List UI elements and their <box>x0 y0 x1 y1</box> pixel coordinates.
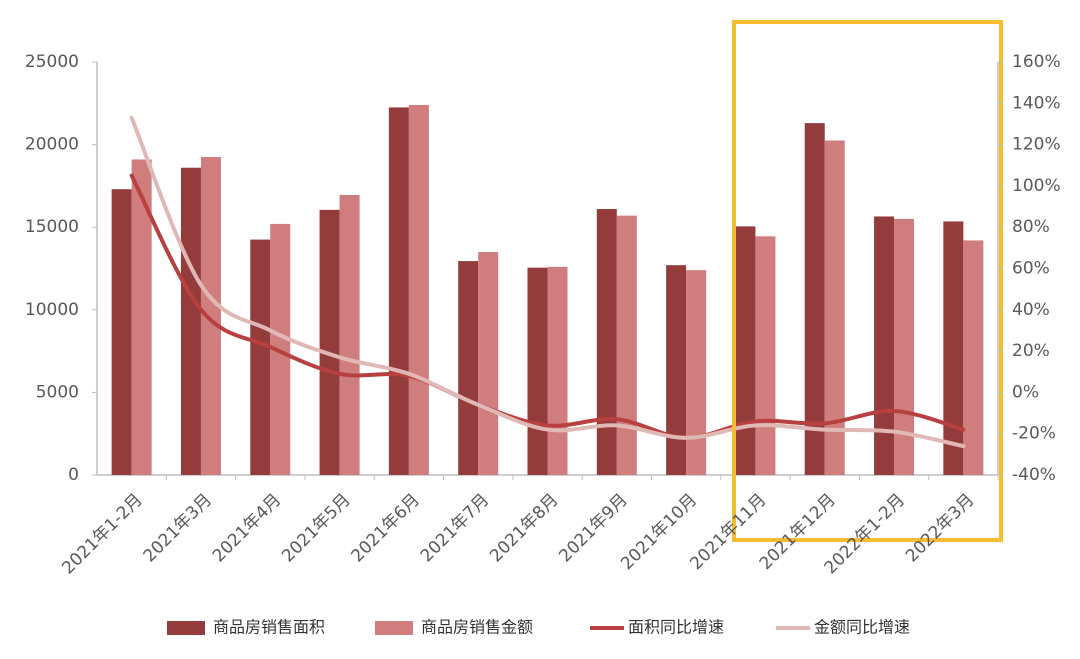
bar <box>963 240 984 475</box>
bar <box>339 194 360 475</box>
y-tick-label: 10000 <box>25 300 79 320</box>
x-tick-label: 2021年7月 <box>417 490 493 566</box>
x-tick-label: 2021年9月 <box>555 490 631 566</box>
y-tick-label: 0 <box>68 465 79 485</box>
y-tick-label: 5000 <box>36 382 79 402</box>
legend-label: 商品房销售面积 <box>213 618 325 637</box>
x-tick-label: 2022年3月 <box>902 490 978 566</box>
x-tick-label: 2021年5月 <box>278 490 354 566</box>
bar <box>111 189 132 476</box>
x-tick-label: 2021年4月 <box>209 490 285 566</box>
highlight-box <box>732 20 1003 542</box>
legend-label: 面积同比增速 <box>628 618 724 637</box>
y2-tick-label: 20% <box>1012 341 1050 361</box>
x-tick-label: 2021年1-2月 <box>58 490 146 578</box>
y2-tick-label: 0% <box>1012 382 1039 402</box>
bar <box>547 266 568 475</box>
bar <box>319 209 340 475</box>
y-tick-label: 15000 <box>25 217 79 237</box>
bar <box>131 159 152 475</box>
bar <box>180 167 201 475</box>
bar <box>616 215 637 476</box>
bar <box>408 104 429 476</box>
bar <box>596 209 617 475</box>
x-tick-label: 2021年3月 <box>140 490 216 566</box>
bar <box>804 123 825 476</box>
bar <box>458 261 479 475</box>
x-tick-label: 2021年8月 <box>486 490 562 566</box>
y-tick-label: 25000 <box>25 52 79 72</box>
legend-label: 金额同比增速 <box>814 618 910 637</box>
y-tick-label: 20000 <box>25 135 79 155</box>
bar <box>894 218 915 475</box>
bar <box>527 267 548 475</box>
y2-tick-label: 140% <box>1012 93 1061 113</box>
line <box>129 173 966 440</box>
x-tick-label: 2021年6月 <box>348 490 424 566</box>
bar <box>666 265 687 475</box>
y2-tick-label: -20% <box>1012 424 1056 444</box>
y2-tick-label: 120% <box>1012 135 1061 155</box>
bar <box>250 239 271 475</box>
y2-tick-label: -40% <box>1012 465 1056 485</box>
bar <box>388 107 409 476</box>
y2-tick-label: 60% <box>1012 259 1050 279</box>
plot-area <box>111 104 984 476</box>
bar <box>735 226 756 475</box>
y2-tick-label: 160% <box>1012 52 1061 72</box>
y2-tick-label: 100% <box>1012 176 1061 196</box>
y2-tick-label: 40% <box>1012 300 1050 320</box>
bar <box>755 236 776 475</box>
legend-label: 商品房销售金额 <box>421 618 533 637</box>
y2-tick-label: 80% <box>1012 217 1050 237</box>
bar <box>824 140 845 475</box>
bar <box>874 216 895 475</box>
line <box>129 115 966 449</box>
bar <box>478 251 499 475</box>
legend-swatch <box>375 621 413 635</box>
bar <box>943 221 964 475</box>
bar <box>200 156 221 476</box>
legend-swatch <box>167 621 205 635</box>
bar <box>686 270 707 475</box>
